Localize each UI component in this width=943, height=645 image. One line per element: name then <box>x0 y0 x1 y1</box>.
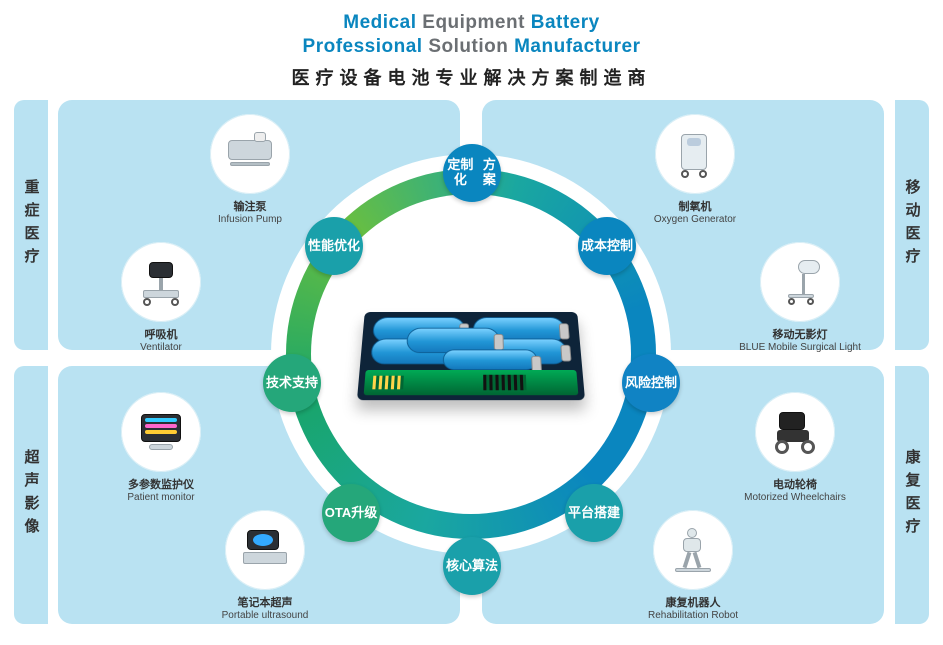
vlabel-br: 康复医疗 <box>895 366 929 624</box>
feature-bubble: 技术支持 <box>263 354 321 412</box>
feature-label-line: 控制 <box>651 376 677 391</box>
product-caption-en: BLUE Mobile Surgical Light <box>735 342 865 353</box>
product-icon <box>121 392 201 472</box>
w: Medical <box>343 12 416 33</box>
product-caption-cn: 电动轮椅 <box>730 476 860 492</box>
product-icon <box>655 114 735 194</box>
product-caption-cn: 呼吸机 <box>96 326 226 342</box>
feature-bubble: 风险控制 <box>622 354 680 412</box>
feature-label-line: 成本 <box>581 239 607 254</box>
feature-bubble: 成本控制 <box>578 217 636 275</box>
feature-bubble: 性能优化 <box>305 217 363 275</box>
product-caption-en: Infusion Pump <box>185 214 315 225</box>
product-caption-en: Portable ultrasound <box>200 610 330 621</box>
feature-bubble: 定制化方案 <box>443 144 501 202</box>
product-icon <box>210 114 290 194</box>
feature-label-line: 平台 <box>568 506 594 521</box>
feature-label-line: 方案 <box>478 158 501 188</box>
product-item: 输注泵Infusion Pump <box>185 114 315 225</box>
product-caption-en: Patient monitor <box>96 492 226 503</box>
title-en-line2: Professional Solution Manufacturer <box>0 36 943 58</box>
feature-label-line: 优化 <box>334 239 360 254</box>
product-caption-en: Ventilator <box>96 342 226 353</box>
feature-bubble: 核心算法 <box>443 537 501 595</box>
diagram-stage: 重症医疗 超声影像 移动医疗 康复医疗 定制化方案成本控制风险控制平台搭建核心算… <box>0 92 943 632</box>
w: Equipment <box>422 12 525 33</box>
product-icon <box>653 510 733 590</box>
feature-label-line: 技术 <box>266 376 292 391</box>
feature-label-line: 核心 <box>446 559 472 574</box>
header: Medical Equipment Battery Professional S… <box>0 0 943 90</box>
product-caption-cn: 制氧机 <box>630 198 760 214</box>
product-caption-cn: 输注泵 <box>185 198 315 214</box>
product-item: 移动无影灯BLUE Mobile Surgical Light <box>735 242 865 353</box>
product-item: 呼吸机Ventilator <box>96 242 226 353</box>
product-caption-cn: 康复机器人 <box>628 594 758 610</box>
product-icon <box>225 510 305 590</box>
feature-label-line: 风险 <box>625 376 651 391</box>
feature-bubble: OTA升级 <box>322 484 380 542</box>
vlabel-tl: 重症医疗 <box>14 100 48 350</box>
product-item: 康复机器人Rehabilitation Robot <box>628 510 758 621</box>
feature-label-line: 算法 <box>472 559 498 574</box>
vlabel-bl: 超声影像 <box>14 366 48 624</box>
product-icon <box>755 392 835 472</box>
title-cn: 医疗设备电池专业解决方案制造商 <box>0 64 943 90</box>
feature-label-line: 升级 <box>351 506 377 521</box>
product-item: 笔记本超声Portable ultrasound <box>200 510 330 621</box>
feature-label-line: 支持 <box>292 376 318 391</box>
vlabel-tr: 移动医疗 <box>895 100 929 350</box>
product-icon <box>121 242 201 322</box>
product-caption-en: Motorized Wheelchairs <box>730 492 860 503</box>
product-caption-cn: 移动无影灯 <box>735 326 865 342</box>
battery-pack-illustration <box>357 311 585 399</box>
product-item: 电动轮椅Motorized Wheelchairs <box>730 392 860 503</box>
feature-label-line: 性能 <box>308 239 334 254</box>
w: Manufacturer <box>514 36 640 57</box>
feature-bubble: 平台搭建 <box>565 484 623 542</box>
product-caption-cn: 多参数监护仪 <box>96 476 226 492</box>
w: Solution <box>428 36 508 57</box>
product-item: 多参数监护仪Patient monitor <box>96 392 226 503</box>
product-icon <box>760 242 840 322</box>
product-caption-cn: 笔记本超声 <box>200 594 330 610</box>
w: Battery <box>531 12 600 33</box>
feature-label-line: 搭建 <box>594 506 620 521</box>
product-caption-en: Oxygen Generator <box>630 214 760 225</box>
title-en-line1: Medical Equipment Battery <box>0 12 943 34</box>
w: Professional <box>303 36 423 57</box>
product-item: 制氧机Oxygen Generator <box>630 114 760 225</box>
product-caption-en: Rehabilitation Robot <box>628 610 758 621</box>
feature-label-line: 控制 <box>607 239 633 254</box>
feature-label-line: 定制化 <box>443 158 478 188</box>
